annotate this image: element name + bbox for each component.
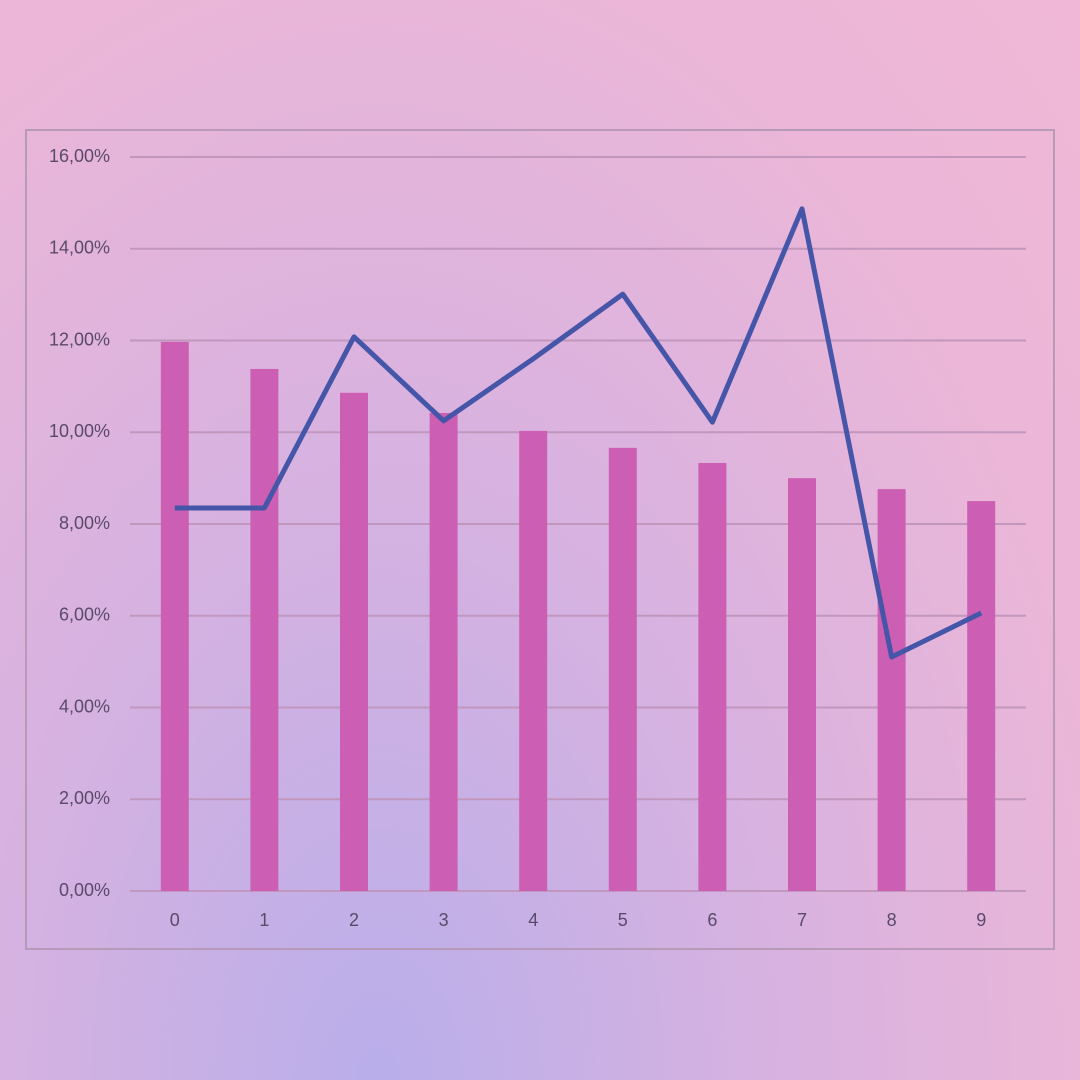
- y-tick-label: 16,00%: [49, 146, 110, 166]
- bar: [608, 447, 637, 891]
- x-tick-label: 5: [618, 910, 628, 930]
- bar: [519, 430, 548, 891]
- x-tick-label: 9: [976, 910, 986, 930]
- x-tick-label: 4: [528, 910, 538, 930]
- x-tick-label: 2: [349, 910, 359, 930]
- bar: [160, 341, 189, 892]
- x-tick-label: 6: [707, 910, 717, 930]
- x-tick-label: 8: [887, 910, 897, 930]
- line: [174, 206, 983, 660]
- bar: [429, 412, 458, 891]
- bar: [877, 489, 906, 891]
- x-tick-label: 1: [259, 910, 269, 930]
- bar: [698, 462, 727, 891]
- x-tick-label: 0: [170, 910, 180, 930]
- bar: [788, 478, 816, 891]
- bar: [250, 368, 279, 891]
- y-tick-label: 12,00%: [49, 329, 110, 349]
- x-tick-label: 3: [439, 910, 449, 930]
- y-tick-label: 14,00%: [49, 238, 110, 258]
- x-tick-label: 7: [797, 910, 807, 930]
- y-tick-label: 8,00%: [59, 513, 110, 533]
- y-tick-label: 6,00%: [59, 605, 110, 625]
- bar: [340, 392, 368, 891]
- chart-frame: [25, 129, 1055, 950]
- y-tick-label: 4,00%: [59, 696, 110, 716]
- y-tick-label: 0,00%: [59, 880, 110, 900]
- y-tick-label: 10,00%: [49, 421, 110, 441]
- bar: [967, 501, 996, 891]
- y-tick-label: 2,00%: [59, 788, 110, 808]
